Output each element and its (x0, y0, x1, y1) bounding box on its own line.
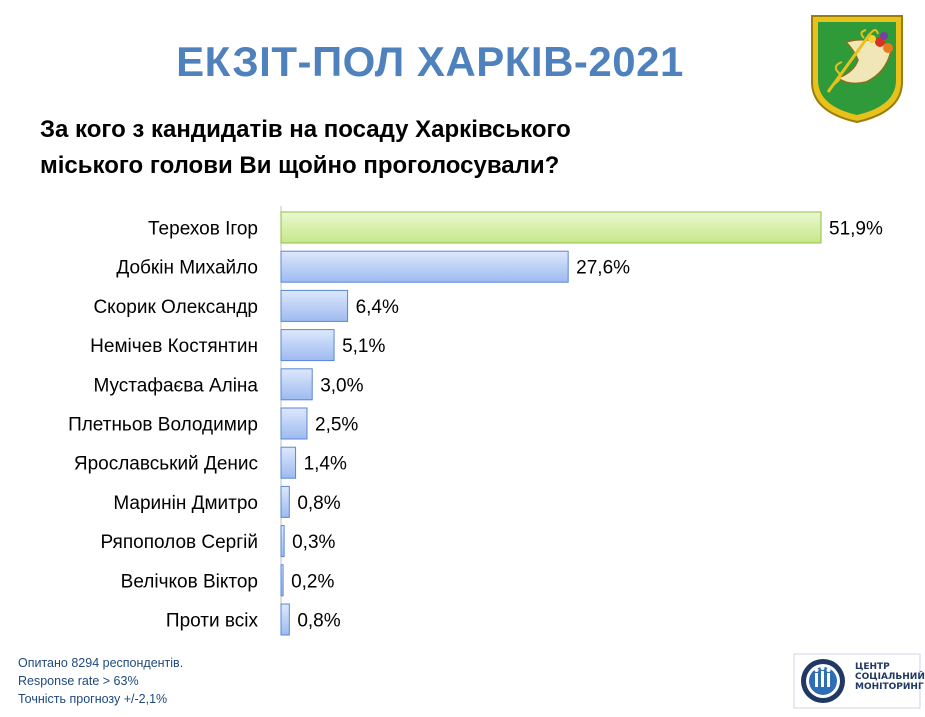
data-label: 51,9% (829, 219, 883, 240)
survey-question: За кого з кандидатів на посаду Харківськ… (40, 112, 720, 184)
data-label: 0,2% (291, 571, 334, 592)
category-label: Терехов Ігор (148, 219, 258, 240)
question-line-2: міського голови Ви щойно проголосували? (40, 152, 560, 179)
logo-line-2: СОЦІАЛЬНИЙ (855, 672, 925, 682)
category-label: Скорик Олександр (93, 297, 258, 318)
data-label: 2,5% (315, 415, 358, 436)
category-label: Ярославський Денис (74, 454, 258, 475)
kharkiv-coat-of-arms-icon (811, 15, 903, 124)
bar (280, 485, 290, 518)
data-label: 6,4% (356, 297, 399, 318)
bar (280, 446, 297, 479)
bar (280, 564, 284, 597)
respondents-count: Опитано 8294 респондентів. (18, 656, 184, 670)
logo-caption: ЦЕНТР СОЦІАЛЬНИЙ МОНІТОРИНГ (855, 662, 925, 692)
category-label: Немічев Костянтин (90, 336, 258, 357)
bar (280, 211, 822, 244)
data-label: 3,0% (320, 375, 363, 396)
logo-line-3: МОНІТОРИНГ (855, 682, 924, 692)
social-monitoring-center-logo-icon (793, 653, 921, 709)
category-label: Ряпополов Сергій (101, 532, 258, 553)
category-label: Маринін Дмитро (113, 493, 258, 514)
bar (280, 603, 290, 636)
data-label: 0,8% (297, 493, 340, 514)
bar (280, 407, 308, 440)
results-bar-chart: Терехов Ігор 51,9% Добкін Михайло 27,6% Скор… (68, 206, 883, 636)
category-label: Велічков Віктор (121, 571, 258, 592)
bar (280, 368, 313, 401)
data-label: 0,8% (297, 611, 340, 632)
bar (280, 329, 335, 362)
data-label: 27,6% (576, 258, 630, 279)
data-label: 0,3% (292, 532, 335, 553)
question-line-1: За кого з кандидатів на посаду Харківськ… (40, 116, 571, 143)
response-rate: Response rate > 63% (18, 674, 139, 688)
category-label: Добкін Михайло (116, 258, 258, 279)
bar (280, 250, 569, 283)
data-label: 1,4% (304, 454, 347, 475)
forecast-accuracy: Точність прогнозу +/-2,1% (18, 692, 168, 706)
category-label: Проти всіх (166, 611, 259, 632)
page-title: ЕКЗІТ-ПОЛ ХАРКІВ-2021 (176, 38, 684, 85)
category-label: Плетньов Володимир (68, 415, 258, 436)
survey-footnote: Опитано 8294 респондентів. Response rate… (18, 654, 183, 708)
data-label: 5,1% (342, 336, 385, 357)
bar (280, 525, 285, 558)
logo-line-1: ЦЕНТР (855, 662, 890, 672)
category-label: Мустафаєва Аліна (93, 375, 258, 396)
bar (280, 289, 349, 322)
